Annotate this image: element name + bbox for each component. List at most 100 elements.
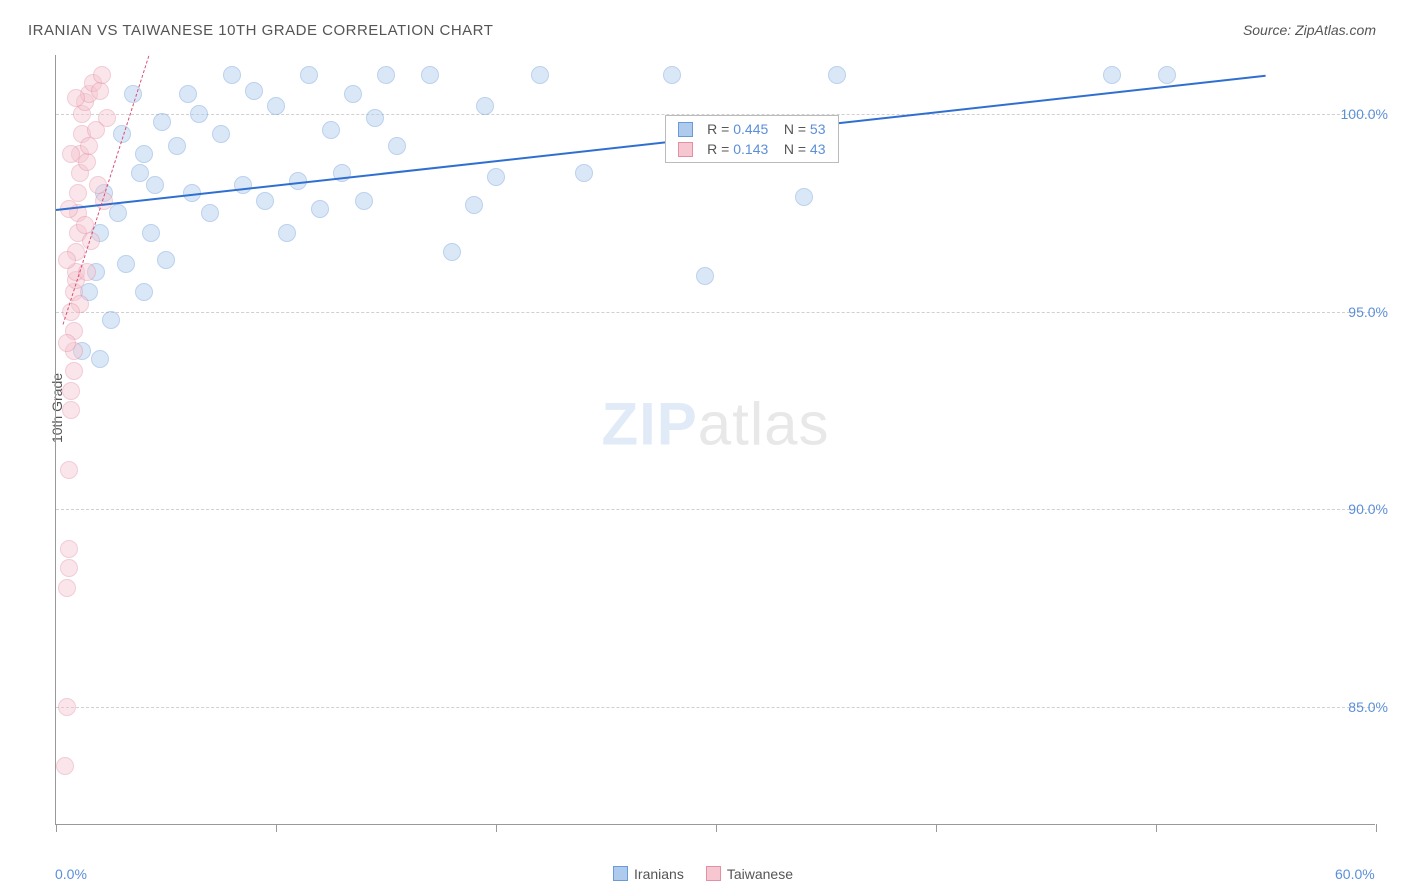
x-tick-label: 60.0%: [1335, 866, 1375, 882]
scatter-point: [157, 251, 175, 269]
scatter-point: [98, 109, 116, 127]
scatter-point: [1103, 66, 1121, 84]
scatter-point: [476, 97, 494, 115]
y-tick-label: 90.0%: [1348, 501, 1388, 517]
scatter-point: [377, 66, 395, 84]
watermark: ZIPatlas: [601, 390, 829, 459]
x-tick-label: 0.0%: [55, 866, 87, 882]
y-tick-label: 100.0%: [1341, 106, 1388, 122]
scatter-point: [78, 153, 96, 171]
scatter-point: [366, 109, 384, 127]
scatter-point: [91, 350, 109, 368]
scatter-point: [102, 311, 120, 329]
scatter-point: [56, 757, 74, 775]
grid-line: [56, 707, 1375, 708]
scatter-point: [212, 125, 230, 143]
chart-container: IRANIAN VS TAIWANESE 10TH GRADE CORRELAT…: [0, 0, 1406, 892]
scatter-point: [1158, 66, 1176, 84]
scatter-point: [135, 283, 153, 301]
legend-item: Taiwanese: [706, 866, 793, 882]
legend-stats-row: R = 0.445 N = 53: [666, 119, 837, 139]
x-tick: [716, 824, 717, 832]
stat-r-label: R =: [699, 121, 733, 137]
legend-swatch: [613, 866, 628, 881]
stat-n-label: N =: [768, 141, 810, 157]
scatter-point: [443, 243, 461, 261]
stat-r-label: R =: [699, 141, 733, 157]
plot-area: ZIPatlas R = 0.445 N = 53 R = 0.143 N = …: [55, 55, 1375, 825]
scatter-point: [465, 196, 483, 214]
y-tick-label: 85.0%: [1348, 699, 1388, 715]
legend-swatch: [678, 142, 693, 157]
scatter-point: [388, 137, 406, 155]
scatter-point: [146, 176, 164, 194]
scatter-point: [60, 540, 78, 558]
scatter-point: [344, 85, 362, 103]
watermark-atlas: atlas: [698, 391, 830, 458]
legend-stats-row: R = 0.143 N = 43: [666, 139, 837, 159]
scatter-point: [322, 121, 340, 139]
scatter-point: [135, 145, 153, 163]
scatter-point: [663, 66, 681, 84]
grid-line: [56, 509, 1375, 510]
scatter-point: [201, 204, 219, 222]
watermark-zip: ZIP: [601, 391, 697, 458]
scatter-point: [245, 82, 263, 100]
scatter-point: [62, 401, 80, 419]
x-tick: [1156, 824, 1157, 832]
scatter-point: [190, 105, 208, 123]
stat-r-value: 0.445: [733, 121, 768, 137]
scatter-point: [58, 579, 76, 597]
stat-n-value: 53: [810, 121, 826, 137]
stat-n-label: N =: [768, 121, 810, 137]
scatter-point: [234, 176, 252, 194]
scatter-point: [153, 113, 171, 131]
scatter-point: [60, 559, 78, 577]
grid-line: [56, 312, 1375, 313]
scatter-point: [311, 200, 329, 218]
chart-title: IRANIAN VS TAIWANESE 10TH GRADE CORRELAT…: [28, 22, 493, 39]
legend-swatch: [678, 122, 693, 137]
scatter-point: [223, 66, 241, 84]
scatter-point: [60, 461, 78, 479]
scatter-point: [300, 66, 318, 84]
scatter-point: [256, 192, 274, 210]
scatter-point: [91, 82, 109, 100]
scatter-point: [93, 66, 111, 84]
source-credit: Source: ZipAtlas.com: [1243, 22, 1376, 38]
scatter-point: [80, 137, 98, 155]
scatter-point: [58, 251, 76, 269]
scatter-point: [168, 137, 186, 155]
stat-r-value: 0.143: [733, 141, 768, 157]
scatter-point: [531, 66, 549, 84]
scatter-point: [117, 255, 135, 273]
legend-label: Iranians: [634, 866, 684, 882]
scatter-point: [828, 66, 846, 84]
x-tick: [276, 824, 277, 832]
scatter-point: [62, 145, 80, 163]
x-tick: [56, 824, 57, 832]
scatter-point: [65, 362, 83, 380]
scatter-point: [58, 334, 76, 352]
legend-label: Taiwanese: [727, 866, 793, 882]
trend-line: [56, 75, 1266, 211]
scatter-point: [278, 224, 296, 242]
stat-n-value: 43: [810, 141, 826, 157]
scatter-point: [267, 97, 285, 115]
scatter-point: [142, 224, 160, 242]
scatter-point: [355, 192, 373, 210]
legend-stats: R = 0.445 N = 53 R = 0.143 N = 43: [665, 115, 838, 163]
scatter-point: [58, 698, 76, 716]
x-tick: [936, 824, 937, 832]
scatter-point: [795, 188, 813, 206]
scatter-point: [421, 66, 439, 84]
x-tick: [496, 824, 497, 832]
legend-swatch: [706, 866, 721, 881]
scatter-point: [131, 164, 149, 182]
scatter-point: [696, 267, 714, 285]
legend-item: Iranians: [613, 866, 684, 882]
scatter-point: [487, 168, 505, 186]
scatter-point: [179, 85, 197, 103]
scatter-point: [575, 164, 593, 182]
legend-bottom: Iranians Taiwanese: [613, 866, 793, 882]
